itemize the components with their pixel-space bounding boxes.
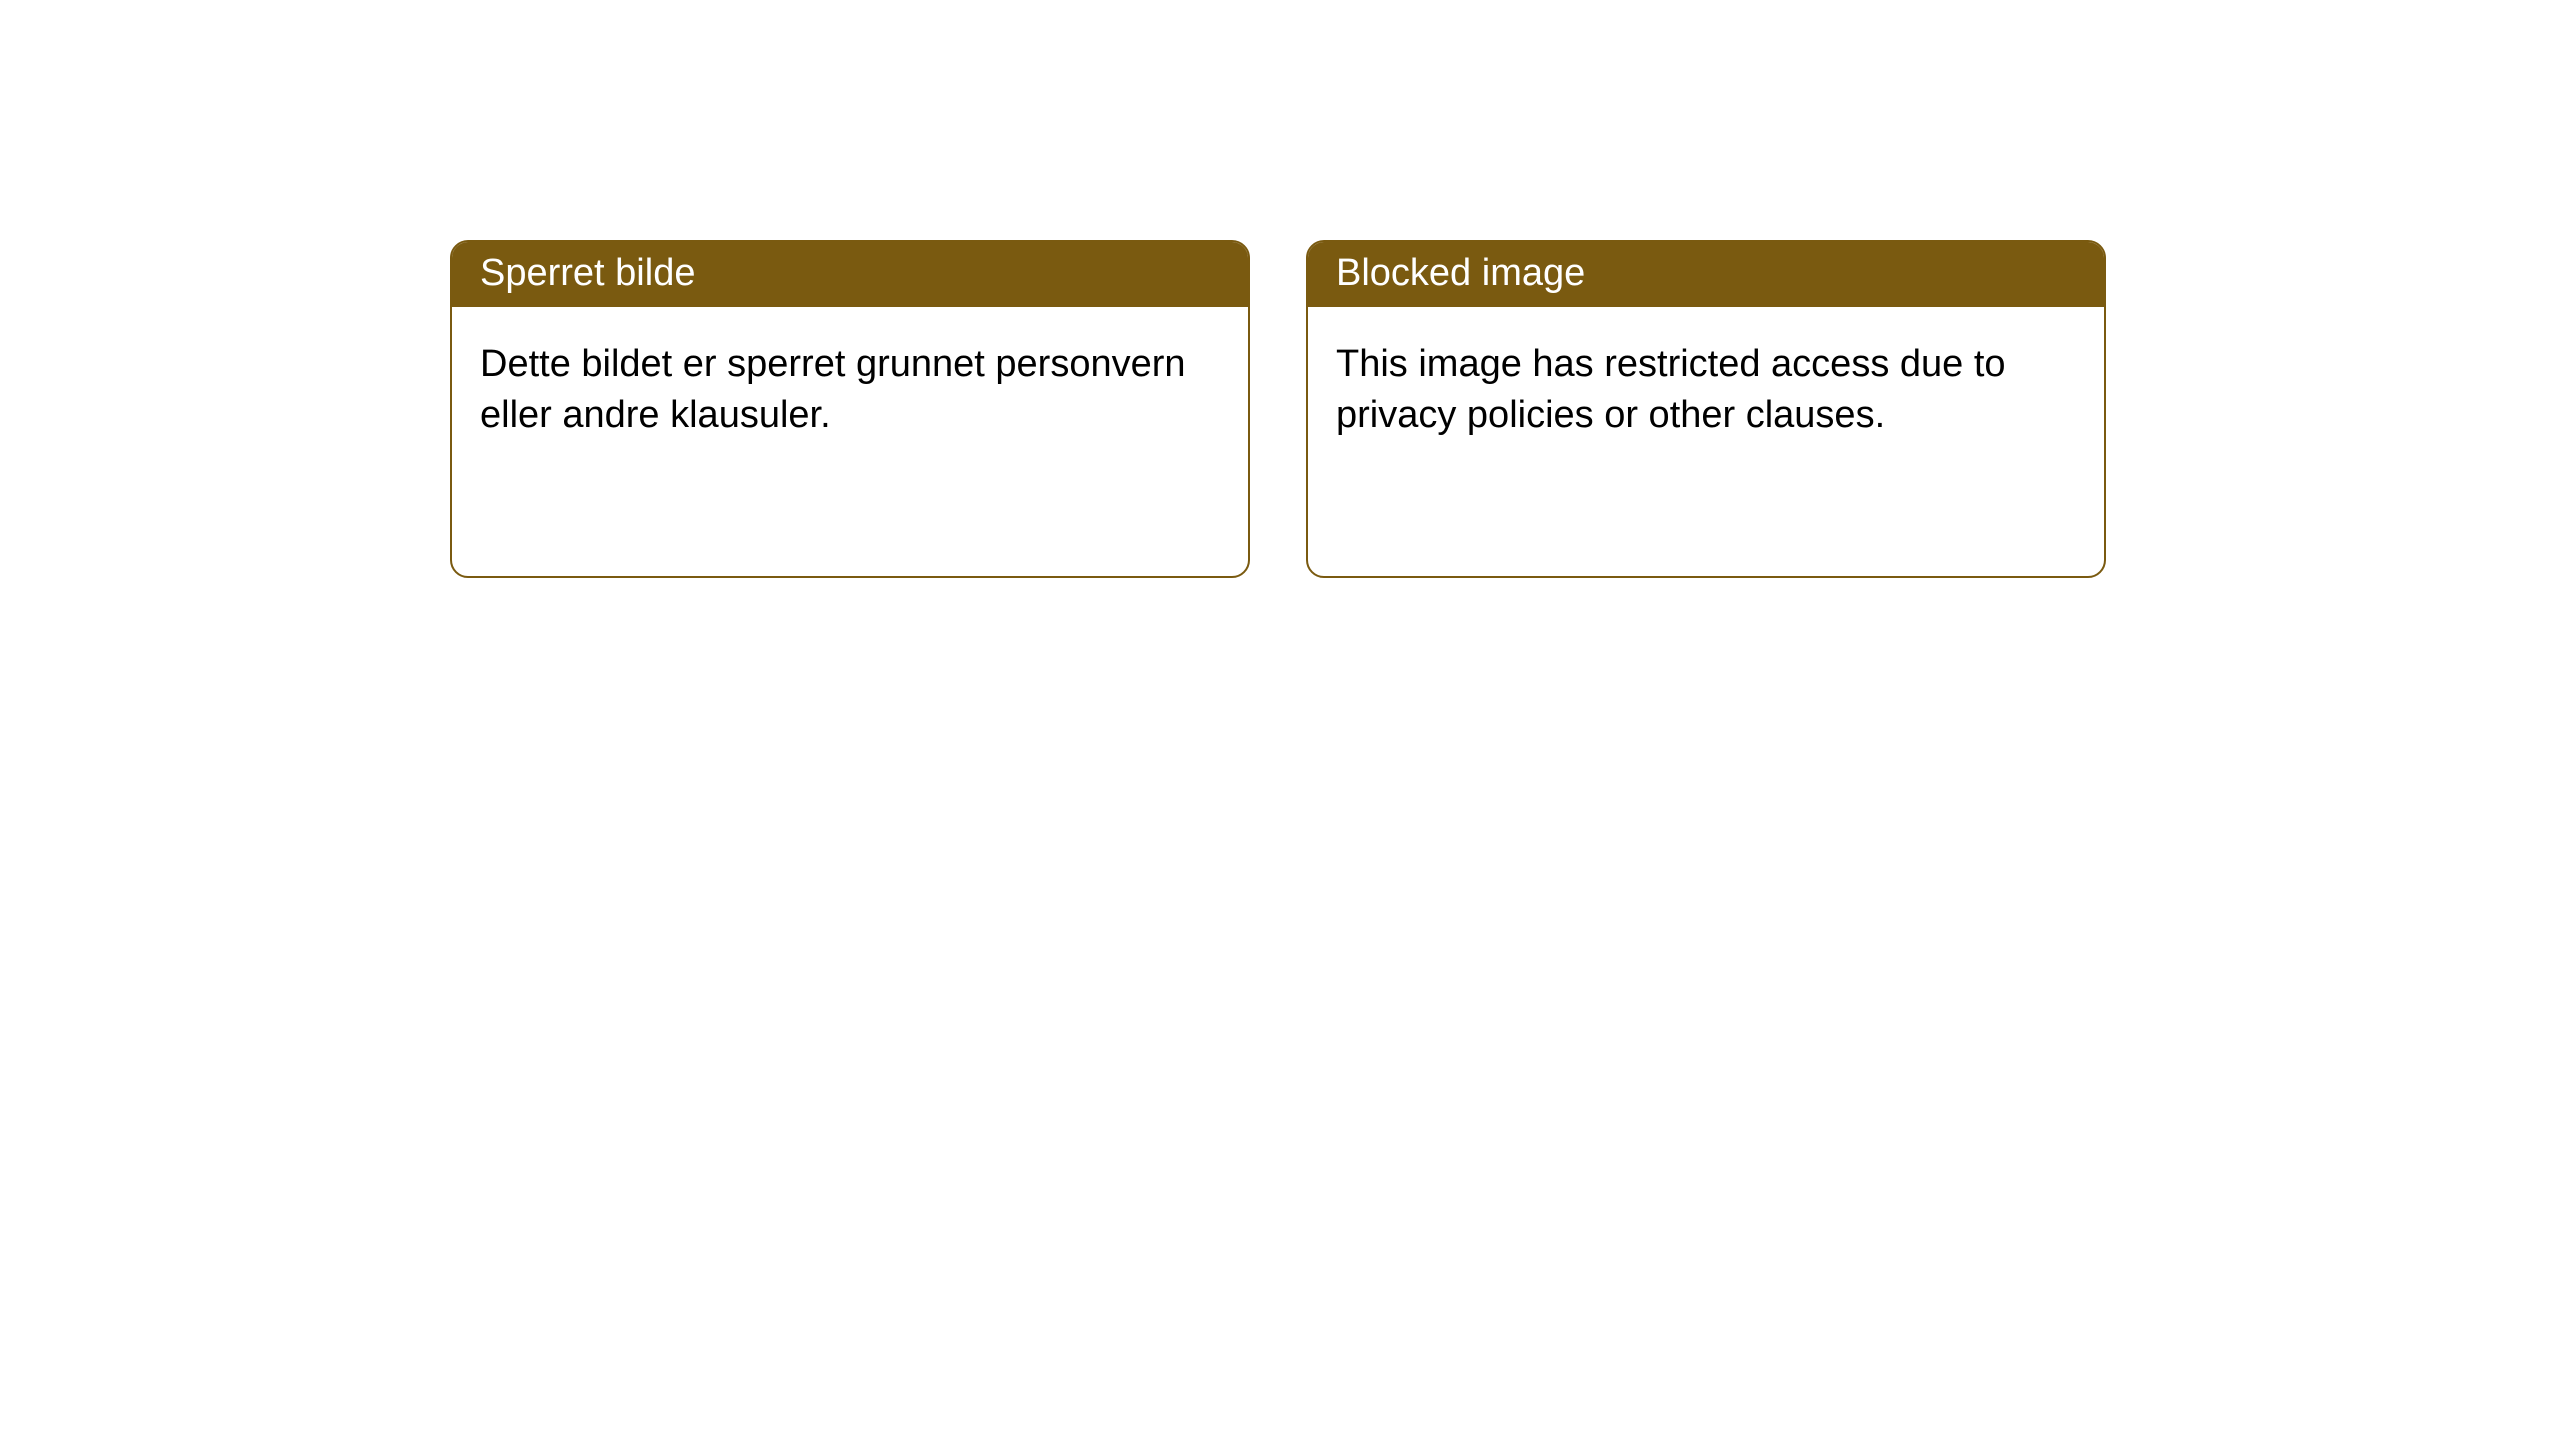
notice-card-norwegian: Sperret bilde Dette bildet er sperret gr… (450, 240, 1250, 578)
notice-card-header: Sperret bilde (452, 242, 1248, 307)
notice-card-body: Dette bildet er sperret grunnet personve… (452, 307, 1248, 474)
notice-card-english: Blocked image This image has restricted … (1306, 240, 2106, 578)
notice-card-message: This image has restricted access due to … (1336, 343, 2006, 436)
notice-card-body: This image has restricted access due to … (1308, 307, 2104, 474)
notice-card-header: Blocked image (1308, 242, 2104, 307)
notice-card-title: Sperret bilde (480, 252, 695, 294)
notice-container: Sperret bilde Dette bildet er sperret gr… (0, 0, 2560, 578)
notice-card-message: Dette bildet er sperret grunnet personve… (480, 343, 1186, 436)
notice-card-title: Blocked image (1336, 252, 1585, 294)
